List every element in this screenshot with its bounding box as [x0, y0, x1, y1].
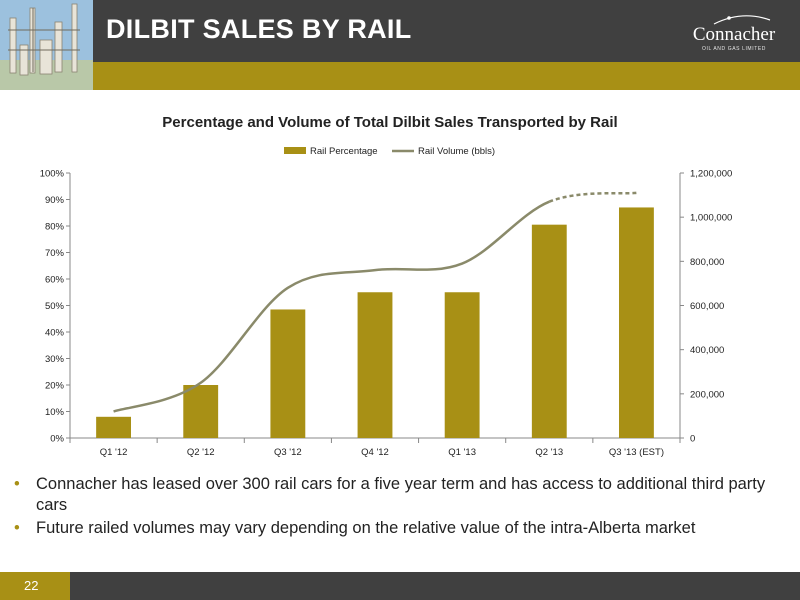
y-right-tick-label: 0: [690, 434, 695, 445]
rail-sales-chart: Percentage and Volume of Total Dilbit Sa…: [40, 114, 733, 458]
bullet-text: Connacher has leased over 300 rail cars …: [36, 475, 766, 514]
x-tick-label: Q1 '13: [448, 447, 476, 458]
bar: [357, 292, 393, 438]
y-right-tick-label: 1,200,000: [690, 169, 732, 180]
y-left-tick-label: 50%: [45, 301, 65, 312]
header-bar: [0, 0, 800, 62]
y-left-tick-label: 40%: [45, 328, 65, 339]
legend-label-bar: Rail Percentage: [310, 146, 378, 157]
bar: [619, 207, 654, 438]
x-tick-label: Q2 '12: [187, 447, 215, 458]
slide-title: DILBIT SALES BY RAIL: [106, 14, 412, 44]
bullet-text: Future railed volumes may vary depending…: [36, 519, 696, 537]
y-left-tick-label: 100%: [40, 169, 65, 180]
y-right-tick-label: 200,000: [690, 389, 724, 400]
chart-title: Percentage and Volume of Total Dilbit Sa…: [162, 114, 617, 131]
y-left-tick-label: 30%: [45, 354, 65, 365]
logo-subtitle: OIL AND GAS LIMITED: [701, 46, 766, 52]
bar: [96, 416, 131, 438]
bullet-marker: •: [14, 475, 20, 493]
x-tick-label: Q2 '13: [535, 447, 563, 458]
rail-volume-line: [113, 200, 550, 413]
chart-legend: Rail Percentage Rail Volume (bbls): [284, 146, 495, 157]
bar: [531, 224, 567, 438]
refinery-photo: [0, 0, 93, 90]
y-left-tick-label: 10%: [45, 407, 65, 418]
y-left-tick-label: 60%: [45, 275, 65, 286]
y-right-tick-label: 800,000: [690, 257, 724, 268]
x-tick-label: Q3 '12: [274, 447, 302, 458]
y-right-tick-label: 1,000,000: [690, 213, 732, 224]
bar: [183, 385, 219, 438]
rail-volume-line-estimate: [548, 191, 637, 203]
legend-swatch-bar: [284, 147, 306, 154]
page-number: 22: [24, 578, 39, 593]
bar: [270, 309, 306, 438]
logo-swoosh-icon: [713, 15, 771, 25]
company-logo: Connacher OIL AND GAS LIMITED: [684, 14, 784, 54]
y-right-tick-label: 400,000: [690, 345, 724, 356]
footer-bar: [0, 572, 800, 600]
logo-name: Connacher: [692, 24, 776, 45]
y-left-tick-label: 20%: [45, 381, 65, 392]
header-accent-bar: [93, 62, 800, 90]
bullet-item: • Connacher has leased over 300 rail cars…: [14, 474, 784, 516]
y-left-tick-label: 80%: [45, 222, 65, 233]
x-tick-label: Q1 '12: [100, 447, 128, 458]
bullet-item: • Future railed volumes may vary dependin…: [14, 518, 784, 539]
page-number-box: 22: [0, 572, 70, 600]
y-left-tick-label: 70%: [45, 248, 65, 259]
x-tick-label: Q3 '13 (EST): [609, 447, 664, 458]
y-left-tick-label: 0%: [50, 434, 64, 445]
y-right-tick-label: 600,000: [690, 301, 724, 312]
bullet-marker: •: [14, 519, 20, 537]
x-tick-label: Q4 '12: [361, 447, 389, 458]
bar: [444, 292, 480, 438]
y-left-tick-label: 90%: [45, 195, 65, 206]
bullet-list: • Connacher has leased over 300 rail cars…: [14, 474, 784, 541]
legend-label-line: Rail Volume (bbls): [418, 146, 495, 157]
chart-container: Percentage and Volume of Total Dilbit Sa…: [0, 100, 800, 470]
